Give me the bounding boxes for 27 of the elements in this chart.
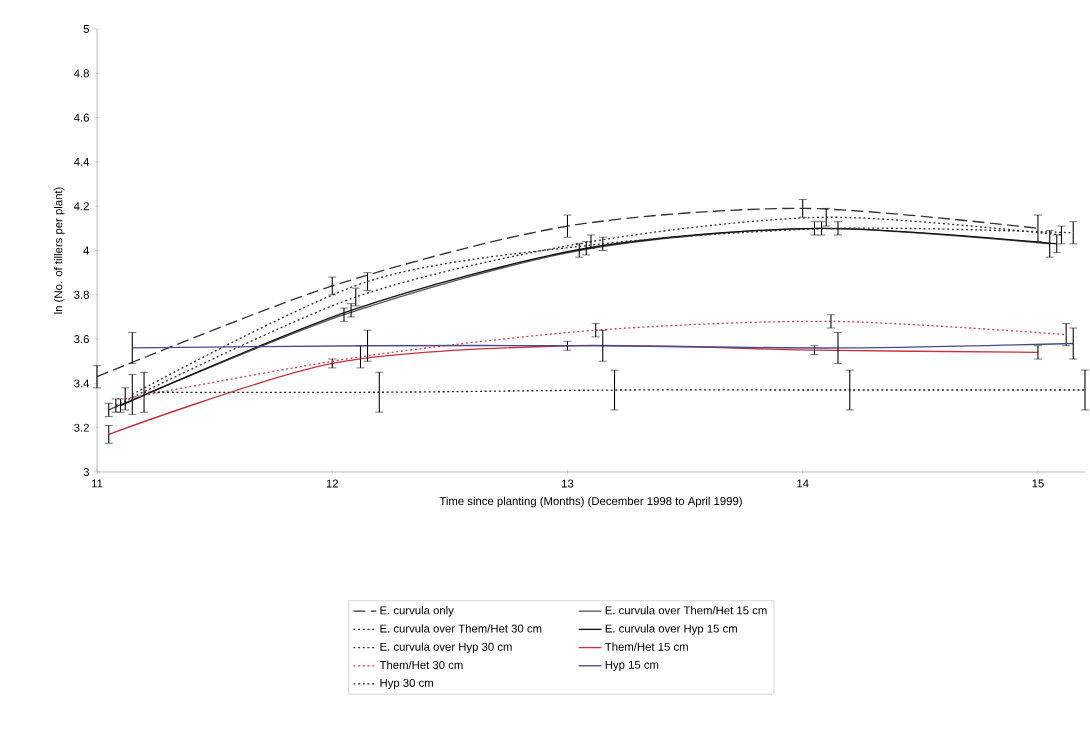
- y-axis-title: ln (No. of tillers per plant): [53, 187, 65, 314]
- y-tick-label: 3.6: [74, 335, 89, 344]
- legend-label: E. curvula over Hyp 30 cm: [380, 642, 512, 654]
- x-tick-label: 11: [91, 479, 103, 488]
- legend-label: E. curvula over Them/Het 30 cm: [380, 624, 542, 633]
- y-tick-label: 3: [83, 467, 89, 476]
- y-tick-label: 3.4: [74, 379, 90, 388]
- x-tick-label: 15: [1032, 479, 1044, 488]
- y-tick-label: 4: [83, 246, 90, 255]
- y-tick-label: 5: [83, 25, 89, 33]
- legend-label: E. curvula only: [380, 606, 454, 617]
- y-tick-label: 4.6: [73, 113, 89, 122]
- legend-label: Them/Het 30 cm: [379, 660, 463, 670]
- legend-label: Hyp 30 cm: [380, 678, 433, 690]
- legend-label: Them/Het 15 cm: [605, 642, 688, 651]
- y-tick-label: 4.8: [73, 69, 89, 78]
- y-tick-label: 4.4: [73, 157, 90, 166]
- x-tick-label: 14: [797, 479, 809, 488]
- x-tick-label: 13: [562, 479, 574, 488]
- y-tick-label: 3.8: [74, 290, 89, 299]
- x-tick-label: 12: [326, 479, 338, 488]
- legend-label: Hyp 15 cm: [605, 660, 659, 672]
- y-tick-label: 3.2: [74, 423, 89, 432]
- x-axis-title: Time since planting (Months) (December 1998 to April 1999): [439, 496, 742, 508]
- y-tick-label: 4.2: [73, 202, 89, 211]
- legend-label: E. curvula over Them/Het 15 cm: [605, 606, 767, 615]
- legend-label: E. curvula over Hyp 15 cm: [605, 624, 737, 635]
